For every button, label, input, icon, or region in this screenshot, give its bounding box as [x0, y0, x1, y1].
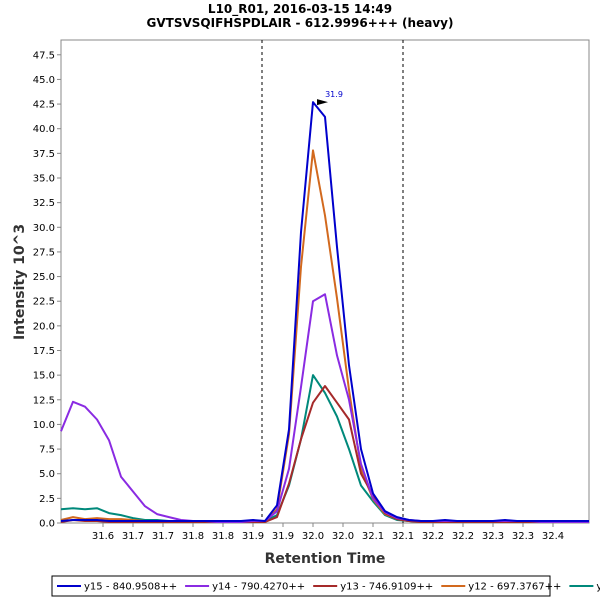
y-tick-label: 27.5: [33, 247, 55, 258]
legend-label: y15 - 560.9696+++: [596, 582, 600, 593]
peak-annotation: 31.9: [317, 90, 343, 106]
y-tick-label: 12.5: [33, 395, 55, 406]
series-group: [60, 101, 589, 523]
y-tick-label: 37.5: [33, 149, 55, 160]
y-tick-label: 10.0: [33, 420, 55, 431]
y-tick-label: 40.0: [33, 124, 55, 135]
x-tick-label: 31.6: [92, 531, 114, 542]
legend-label: y13 - 746.9109++: [340, 582, 433, 593]
x-tick-label: 32.3: [482, 531, 504, 542]
legend-label: y12 - 697.3767++: [468, 582, 561, 593]
y-tick-label: 35.0: [33, 174, 55, 185]
x-tick-label: 31.8: [182, 531, 204, 542]
y-tick-label: 42.5: [33, 100, 55, 111]
legend-label: y15 - 840.9508++: [84, 582, 177, 593]
legend: y15 - 840.9508++ y14 - 790.4270++ y13 - 74…: [57, 582, 600, 593]
legend-box: [51, 575, 551, 597]
x-tick-label: 32.1: [392, 531, 414, 542]
y-tick-label: 20.0: [33, 321, 55, 332]
x-tick-label: 32.2: [452, 531, 474, 542]
x-tick-label: 32.4: [542, 531, 564, 542]
chart-subtitle: GVTSVSQIFHSPDLAIR - 612.9996+++ (heavy): [147, 16, 454, 30]
y-tick-label: 7.5: [39, 445, 55, 456]
x-tick-label: 31.7: [122, 531, 144, 542]
x-tick-label: 32.0: [302, 531, 324, 542]
y-tick-label: 32.5: [33, 198, 55, 209]
y-axis-label: Intensity 10^3: [12, 224, 28, 340]
y-tick-label: 17.5: [33, 346, 55, 357]
legend-label: y14 - 790.4270++: [212, 582, 305, 593]
series-line: [60, 101, 589, 522]
y-tick-label: 30.0: [33, 223, 55, 234]
x-tick-label: 31.9: [272, 531, 294, 542]
y-tick-label: 47.5: [33, 50, 55, 61]
x-tick-label: 32.1: [362, 531, 384, 542]
chart-title: L10_R01, 2016-03-15 14:49: [208, 2, 392, 17]
plot-area: [60, 39, 590, 524]
y-tick-label: 25.0: [33, 272, 55, 283]
x-tick-label: 31.8: [212, 531, 234, 542]
x-axis-label: Retention Time: [265, 551, 386, 567]
boundary-lines: [261, 40, 404, 523]
peak-label: 31.9: [325, 90, 343, 99]
y-tick-label: 5.0: [39, 469, 55, 480]
x-tick-label: 31.7: [152, 531, 174, 542]
x-tick-label: 32.3: [512, 531, 534, 542]
y-tick-label: 22.5: [33, 297, 55, 308]
y-axis: 0.0 2.5 5.0 7.5 10.0 12.5 15.0 17.5 20.0 22.5 25.0…: [33, 50, 61, 530]
y-tick-label: 15.0: [33, 371, 55, 382]
x-axis: 31.6 31.7 31.7 31.8 31.8 31.9 31.9 32.0 32.0 32.1…: [92, 523, 564, 542]
y-tick-label: 45.0: [33, 75, 55, 86]
y-tick-label: 2.5: [39, 494, 55, 505]
y-tick-label: 0.0: [39, 519, 55, 530]
x-tick-label: 31.9: [242, 531, 264, 542]
x-tick-label: 32.0: [332, 531, 354, 542]
peak-marker-icon: [317, 99, 328, 106]
x-tick-label: 32.2: [422, 531, 444, 542]
